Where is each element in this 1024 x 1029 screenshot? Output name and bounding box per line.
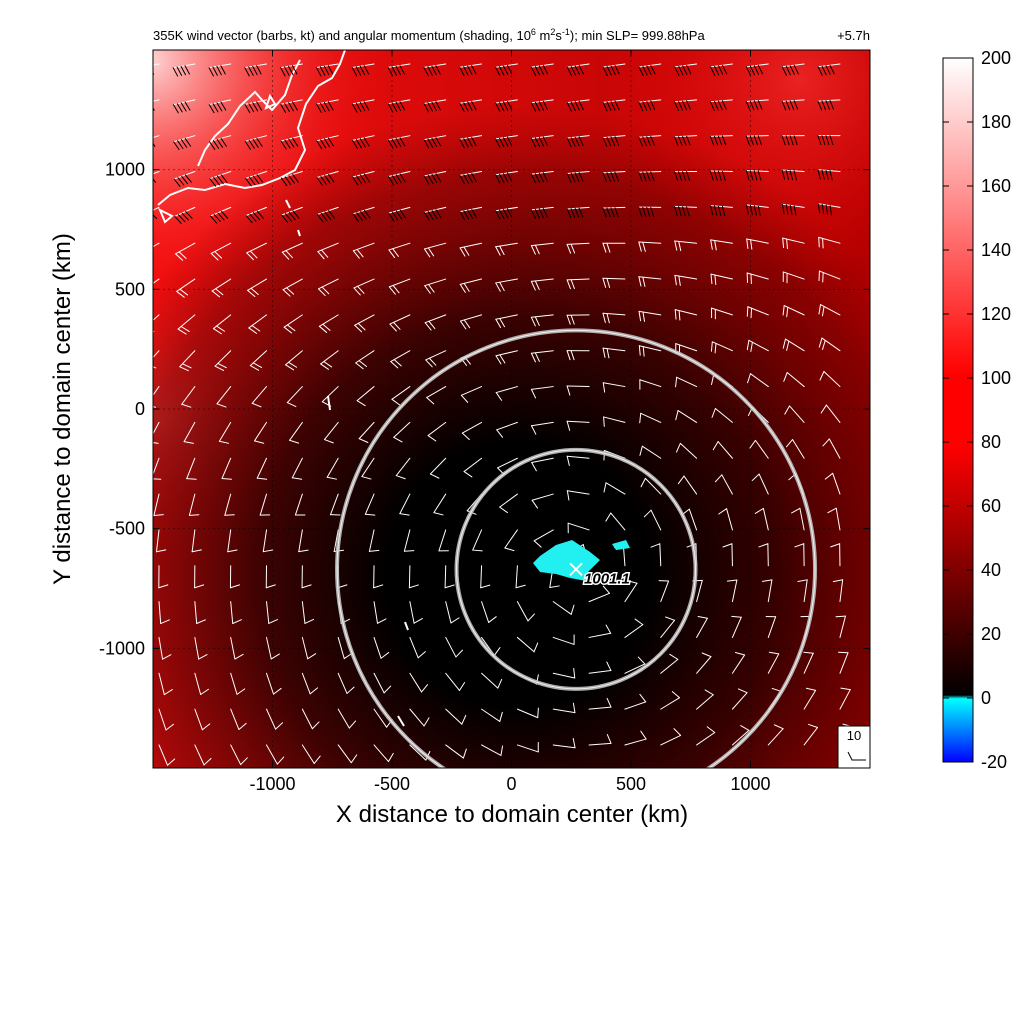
colorbar-tick-label: 140 bbox=[981, 240, 1011, 260]
colorbar-gradient bbox=[943, 58, 973, 762]
colorbar-tick-label: 0 bbox=[981, 688, 991, 708]
y-tick-label: 1000 bbox=[105, 160, 145, 180]
x-axis-label: X distance to domain center (km) bbox=[336, 801, 688, 828]
colorbar-tick-label: 20 bbox=[981, 624, 1001, 644]
x-tick-label: 1000 bbox=[730, 774, 770, 794]
colorbar-tick-label: 80 bbox=[981, 432, 1001, 452]
colorbar-tick-label: 60 bbox=[981, 496, 1001, 516]
plot-area: 1001.1 10 bbox=[137, 50, 870, 808]
y-tick-label: 0 bbox=[135, 399, 145, 419]
x-tick-label: -500 bbox=[374, 774, 410, 794]
chart-title: 355K wind vector (barbs, kt) and angular… bbox=[153, 27, 870, 43]
colorbar-tick-label: 180 bbox=[981, 112, 1011, 132]
colorbar-tick-label: 100 bbox=[981, 368, 1011, 388]
x-tick-label: 500 bbox=[616, 774, 646, 794]
center-slp-label: 1001.1 bbox=[584, 570, 630, 587]
colorbar-tick-label: 160 bbox=[981, 176, 1011, 196]
x-tick-label: -1000 bbox=[249, 774, 295, 794]
colorbar-tick-label: 120 bbox=[981, 304, 1011, 324]
y-tick-label: -500 bbox=[109, 519, 145, 539]
colorbar-tick-label: 200 bbox=[981, 48, 1011, 68]
colorbar-tick-label: 40 bbox=[981, 560, 1001, 580]
reference-barb-box: 10 bbox=[838, 726, 870, 768]
y-axis-label: Y distance to domain center (km) bbox=[49, 233, 76, 585]
time-label: +5.7h bbox=[837, 28, 870, 43]
x-tick-label: 0 bbox=[506, 774, 516, 794]
reference-barb-label: 10 bbox=[847, 728, 861, 743]
y-tick-label: -1000 bbox=[99, 638, 145, 658]
svg-text:355K wind vector (barbs, kt) a: 355K wind vector (barbs, kt) and angular… bbox=[153, 27, 705, 43]
colorbar-tick-label: -20 bbox=[981, 752, 1007, 772]
y-tick-label: 500 bbox=[115, 279, 145, 299]
